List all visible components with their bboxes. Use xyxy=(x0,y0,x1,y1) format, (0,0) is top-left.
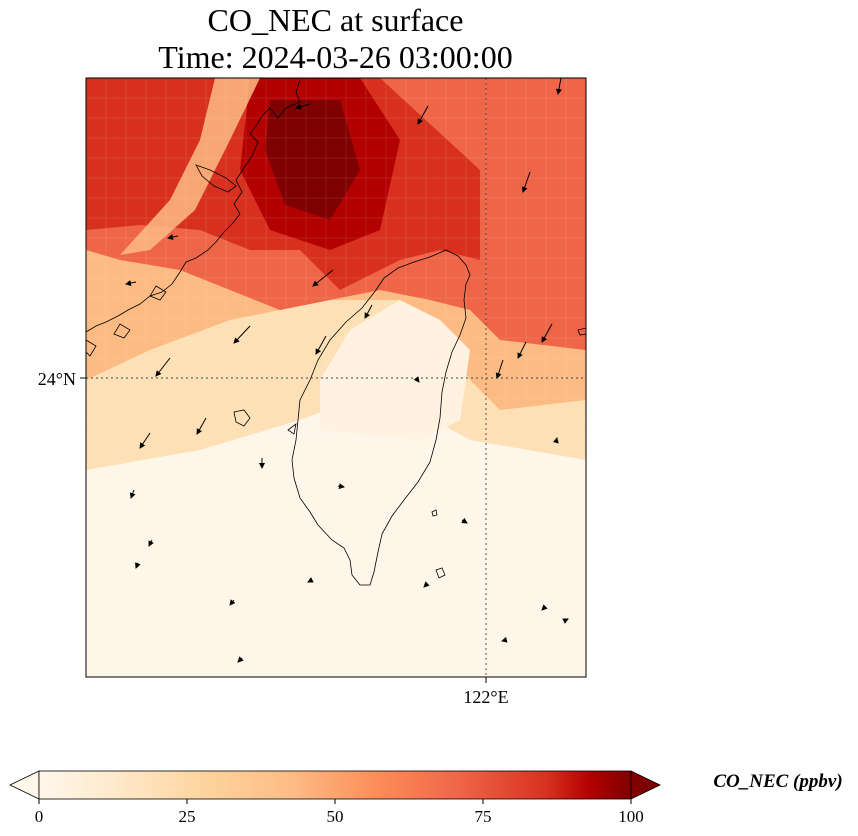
wind-arrow xyxy=(229,599,236,606)
map-title: CO_NEC at surface Time: 2024-03-26 03:00… xyxy=(85,2,586,76)
colorbar-ticks: 0 25 50 75 100 xyxy=(35,799,644,826)
wind-arrow xyxy=(423,581,430,588)
colorbar-extend-min xyxy=(9,770,40,800)
taiwan-coastline xyxy=(291,249,471,586)
wind-arrow xyxy=(501,636,508,643)
wind-arrow xyxy=(139,432,151,449)
wind-arrow xyxy=(295,103,311,110)
colorbar-extend-max xyxy=(630,770,661,800)
wind-arrow xyxy=(125,280,137,286)
colorbar-gradient xyxy=(39,771,631,799)
lat-tick-label: 24°N xyxy=(38,369,76,389)
wind-arrow xyxy=(461,517,468,524)
wind-vectors xyxy=(125,77,569,663)
wind-arrow xyxy=(237,656,244,663)
wind-arrow xyxy=(521,171,531,193)
wind-arrow xyxy=(307,577,314,583)
coastline xyxy=(86,79,586,586)
wind-arrow xyxy=(555,77,562,95)
wind-arrow xyxy=(337,483,345,490)
concentration-field xyxy=(86,78,586,677)
title-line-2: Time: 2024-03-26 03:00:00 xyxy=(158,39,513,75)
colorbar-tick-label: 100 xyxy=(618,807,644,826)
colorbar-tick-label: 50 xyxy=(327,807,344,826)
wind-arrow xyxy=(312,269,334,287)
colorbar-tick-label: 0 xyxy=(35,807,44,826)
wind-arrow xyxy=(315,335,327,355)
wind-arrow xyxy=(129,489,136,499)
mainland-coastline xyxy=(86,79,301,333)
colorbar-tick-label: 75 xyxy=(475,807,492,826)
wind-arrow xyxy=(167,234,179,240)
wind-arrow xyxy=(417,105,429,125)
wind-arrow xyxy=(148,539,154,547)
wind-arrow xyxy=(196,417,207,435)
wind-arrow xyxy=(541,323,553,343)
wind-arrow xyxy=(541,604,548,611)
colorbar-tick-label: 25 xyxy=(179,807,196,826)
wind-arrow xyxy=(155,357,171,377)
wind-arrow xyxy=(517,341,527,359)
wind-arrow xyxy=(233,325,251,344)
colorbar-label: CO_NEC (ppbv) xyxy=(713,771,842,792)
wind-arrow xyxy=(364,304,373,319)
wind-arrow xyxy=(495,359,504,379)
wind-arrow xyxy=(562,618,569,624)
wind-arrow xyxy=(552,437,559,444)
wind-arrow xyxy=(413,376,420,383)
graticule xyxy=(86,78,586,677)
wind-arrow xyxy=(135,562,141,569)
lon-tick-label: 122°E xyxy=(463,687,508,707)
title-line-1: CO_NEC at surface xyxy=(207,2,464,38)
